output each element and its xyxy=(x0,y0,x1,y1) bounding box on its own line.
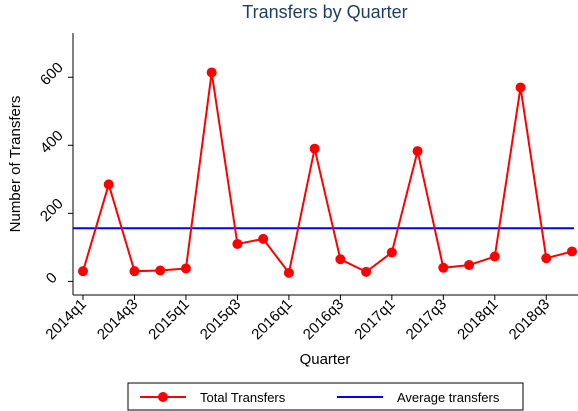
y-tick-label: 200 xyxy=(37,195,67,225)
legend-label: Average transfers xyxy=(397,390,500,405)
point xyxy=(78,266,88,277)
x-tick-label: 2018q3 xyxy=(506,296,553,343)
point xyxy=(438,262,449,273)
point xyxy=(489,251,500,262)
x-axis-label: Quarter xyxy=(300,351,351,368)
point xyxy=(103,179,114,190)
legend-label: Total Transfers xyxy=(200,390,286,405)
x-tick-label: 2016q3 xyxy=(300,296,347,343)
series-line xyxy=(82,72,573,276)
point xyxy=(515,82,526,93)
y-tick-label: 0 xyxy=(43,269,61,287)
chart-title: Transfers by Quarter xyxy=(242,2,407,22)
point xyxy=(335,254,346,265)
point xyxy=(386,247,397,258)
point xyxy=(412,146,423,157)
point xyxy=(464,260,475,271)
x-tick-label: 2017q1 xyxy=(351,296,398,343)
x-tick-label: 2015q3 xyxy=(197,296,244,343)
x-tick-label: 2016q1 xyxy=(248,296,295,343)
x-tick-label: 2014q3 xyxy=(94,296,141,343)
x-tick-label: 2015q1 xyxy=(145,296,192,343)
point xyxy=(541,253,552,264)
x-tick-label: 2017q3 xyxy=(403,296,450,343)
legend-box xyxy=(127,382,524,411)
point xyxy=(283,267,294,278)
point xyxy=(232,238,243,249)
point xyxy=(155,265,166,276)
x-tick-label: 2018q1 xyxy=(454,296,501,343)
point xyxy=(361,266,372,277)
point xyxy=(258,233,269,244)
point xyxy=(567,246,577,257)
y-tick-label: 600 xyxy=(37,59,67,89)
point xyxy=(206,67,217,78)
y-tick-label: 400 xyxy=(37,127,67,157)
point xyxy=(129,266,140,277)
x-tick-label: 2014q1 xyxy=(42,296,89,343)
legend-marker xyxy=(158,392,168,402)
y-axis-label: Number of Transfers xyxy=(7,96,24,233)
point xyxy=(180,263,191,274)
point xyxy=(309,143,320,154)
